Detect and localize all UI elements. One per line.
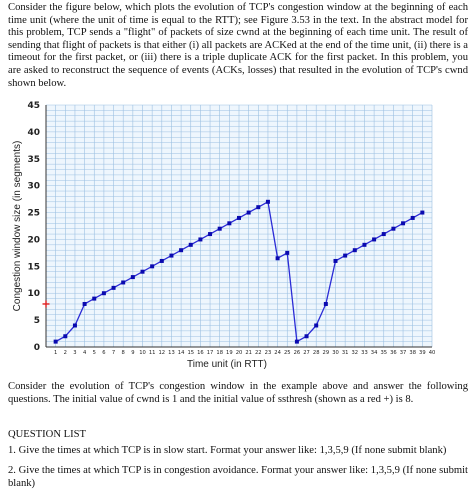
x-tick-label: 4 xyxy=(83,350,87,356)
x-tick-label: 35 xyxy=(380,350,387,356)
y-tick-label: 25 xyxy=(27,209,40,219)
question-2: 2. Give the times at which TCP is in con… xyxy=(8,465,468,489)
x-tick-label: 23 xyxy=(265,350,272,356)
question-list-label: QUESTION LIST xyxy=(8,429,86,440)
data-point xyxy=(140,269,145,274)
data-point xyxy=(198,237,203,242)
data-point xyxy=(285,250,290,255)
x-tick-label: 14 xyxy=(178,350,185,356)
y-tick-label: 0 xyxy=(34,343,40,353)
y-axis-label: Congestion window size (in segments) xyxy=(12,141,23,312)
data-point xyxy=(314,323,319,328)
y-tick-label: 35 xyxy=(27,155,40,165)
x-tick-label: 33 xyxy=(361,350,368,356)
data-point xyxy=(352,248,357,253)
question-1: 1. Give the times at which TCP is in slo… xyxy=(8,445,447,456)
data-point xyxy=(381,232,386,237)
data-point xyxy=(372,237,377,242)
y-tick-label: 20 xyxy=(27,235,40,245)
data-point xyxy=(92,296,97,301)
x-tick-label: 3 xyxy=(73,350,76,356)
data-point xyxy=(410,215,415,220)
data-point xyxy=(111,285,116,290)
x-tick-label: 9 xyxy=(131,350,134,356)
y-tick-label: 40 xyxy=(27,128,40,138)
x-tick-label: 34 xyxy=(371,350,378,356)
y-tick-label: 10 xyxy=(27,289,40,299)
data-point xyxy=(275,256,280,261)
data-point xyxy=(179,248,184,253)
data-point xyxy=(256,205,261,210)
data-point xyxy=(420,210,425,215)
x-tick-label: 19 xyxy=(226,350,233,356)
y-tick-label: 15 xyxy=(27,262,40,272)
x-tick-label: 18 xyxy=(216,350,223,356)
x-tick-label: 20 xyxy=(236,350,243,356)
x-tick-label: 28 xyxy=(313,350,320,356)
x-tick-label: 26 xyxy=(294,350,301,356)
data-point xyxy=(101,291,106,296)
x-tick-label: 11 xyxy=(149,350,156,356)
data-point xyxy=(208,232,213,237)
data-point xyxy=(265,199,270,204)
intro-paragraph: Consider the figure below, which plots t… xyxy=(8,2,468,89)
x-tick-label: 25 xyxy=(284,350,291,356)
x-tick-label: 27 xyxy=(303,350,310,356)
data-point xyxy=(401,221,406,226)
data-point xyxy=(227,221,232,226)
y-tick-label: 30 xyxy=(27,182,40,192)
data-point xyxy=(150,264,155,269)
data-point xyxy=(246,210,251,215)
x-tick-label: 40 xyxy=(429,350,436,356)
data-point xyxy=(343,253,348,258)
y-tick-label: 45 xyxy=(27,101,40,111)
x-axis-label: Time unit (in RTT) xyxy=(187,359,267,370)
data-point xyxy=(304,334,309,339)
data-point xyxy=(121,280,126,285)
data-point xyxy=(159,258,164,263)
data-point xyxy=(294,339,299,344)
data-point xyxy=(323,301,328,306)
x-tick-label: 29 xyxy=(323,350,330,356)
data-point xyxy=(72,323,77,328)
x-tick-label: 21 xyxy=(245,350,252,356)
x-tick-label: 7 xyxy=(112,350,115,356)
x-tick-label: 36 xyxy=(390,350,397,356)
x-tick-label: 8 xyxy=(122,350,125,356)
data-point xyxy=(82,301,87,306)
y-tick-label: 5 xyxy=(34,316,40,326)
data-point xyxy=(217,226,222,231)
data-point xyxy=(53,339,58,344)
x-tick-label: 22 xyxy=(255,350,262,356)
x-tick-label: 30 xyxy=(332,350,339,356)
x-tick-label: 24 xyxy=(274,350,281,356)
data-point xyxy=(333,258,338,263)
x-tick-label: 37 xyxy=(400,350,407,356)
x-tick-label: 39 xyxy=(419,350,426,356)
data-point xyxy=(362,242,367,247)
x-tick-label: 5 xyxy=(93,350,96,356)
x-tick-label: 13 xyxy=(168,350,175,356)
x-tick-label: 15 xyxy=(187,350,194,356)
x-tick-label: 1 xyxy=(54,350,57,356)
x-tick-label: 10 xyxy=(139,350,146,356)
x-tick-label: 6 xyxy=(102,350,105,356)
x-tick-label: 38 xyxy=(409,350,416,356)
data-point xyxy=(237,215,241,220)
data-point xyxy=(63,334,68,339)
x-tick-label: 17 xyxy=(207,350,214,356)
data-point xyxy=(169,253,174,258)
x-tick-label: 12 xyxy=(158,350,165,356)
x-tick-label: 31 xyxy=(342,350,349,356)
followup-paragraph: Consider the evolution of TCP's congesti… xyxy=(8,381,468,405)
data-point xyxy=(391,226,396,231)
x-tick-label: 2 xyxy=(64,350,67,356)
x-tick-label: 32 xyxy=(351,350,358,356)
x-tick-label: 16 xyxy=(197,350,204,356)
data-point xyxy=(188,242,193,247)
data-point xyxy=(130,275,135,280)
